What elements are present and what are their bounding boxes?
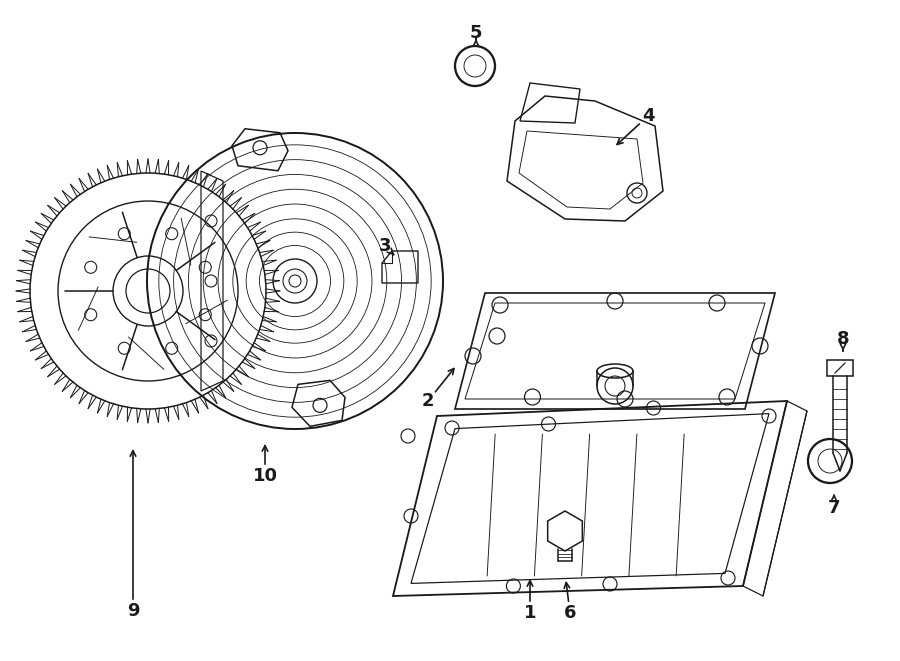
Text: 10: 10 — [253, 467, 277, 485]
Text: 3: 3 — [379, 237, 392, 255]
Text: 1: 1 — [524, 604, 536, 622]
Text: 8: 8 — [837, 330, 850, 348]
Text: 6: 6 — [563, 604, 576, 622]
Text: 4: 4 — [642, 107, 654, 125]
Text: 5: 5 — [470, 24, 482, 42]
Text: 7: 7 — [828, 499, 841, 517]
Text: 2: 2 — [422, 392, 434, 410]
Text: 9: 9 — [127, 602, 140, 620]
